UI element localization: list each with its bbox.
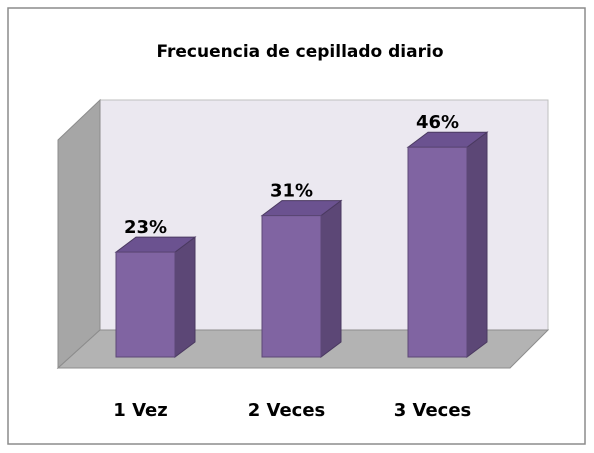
data-label: 31% [270,181,313,202]
bar [261,215,322,358]
data-label: 46% [416,112,459,133]
side-wall [57,98,101,370]
bar [115,251,176,358]
bar-side [466,131,488,358]
x-tick-label: 1 Vez [113,400,167,421]
data-label: 23% [124,217,167,238]
bar-side [174,236,196,358]
bar-side [320,199,342,358]
x-tick-label: 3 Veces [394,400,472,421]
bar [407,146,468,358]
x-tick-label: 2 Veces [248,400,326,421]
chart-title: Frecuencia de cepillado diario [156,42,443,62]
